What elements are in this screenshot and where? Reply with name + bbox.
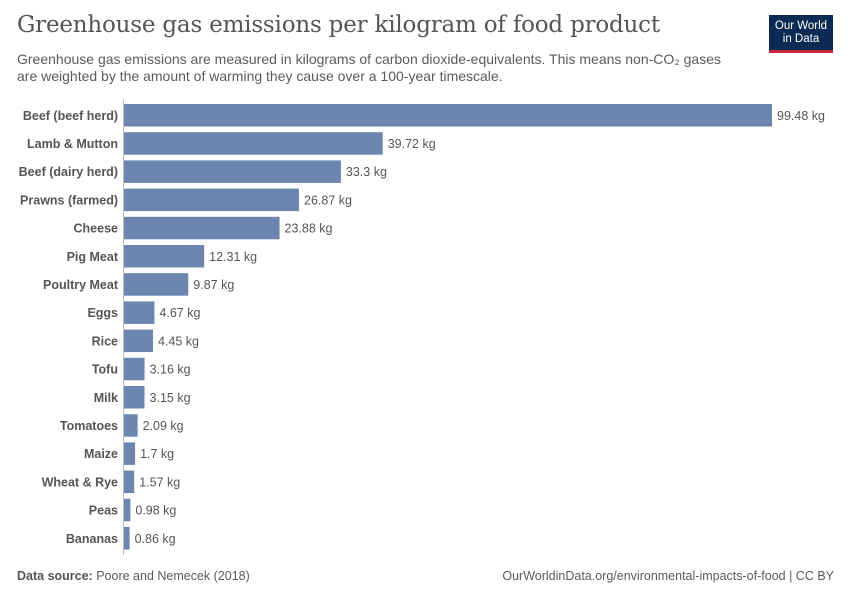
category-label: Maize [84,447,118,461]
value-label: 12.31 kg [209,250,257,264]
bar-chart: Beef (beef herd) 99.48 kg Lamb & Mutton 39.… [19,99,825,555]
value-label: 99.48 kg [777,109,825,123]
bar[interactable] [124,216,280,240]
category-label: Lamb & Mutton [27,137,118,151]
chart-title: Greenhouse gas emissions per kilogram of… [17,12,660,38]
category-label: Rice [92,334,118,348]
data-source-label: Data source: [17,569,93,583]
chart-subtitle: Greenhouse gas emissions are measured in… [17,51,721,84]
category-label: Eggs [87,306,118,320]
bar[interactable] [124,245,205,268]
bar[interactable] [124,498,131,522]
bar[interactable] [124,442,136,465]
bar[interactable] [124,414,138,437]
value-label: 39.72 kg [388,137,436,151]
bar[interactable] [124,160,341,183]
owid-logo[interactable]: Our World in Data [769,15,833,53]
footer-link[interactable]: OurWorldinData.org/environmental-impacts… [502,569,834,583]
value-label: 9.87 kg [193,278,234,292]
value-label: 33.3 kg [346,165,387,179]
logo-line-1: Our World [774,20,828,32]
value-label: 26.87 kg [304,193,352,207]
category-label: Milk [94,391,118,405]
data-source-text: Poore and Nemecek (2018) [96,569,250,583]
category-label: Pig Meat [67,250,119,264]
category-label: Cheese [74,222,119,236]
value-label: 3.16 kg [150,363,191,377]
bar[interactable] [124,188,300,212]
category-label: Peas [89,504,118,518]
logo-line-2: in Data [782,33,820,45]
bar[interactable] [124,386,145,409]
value-label: 0.86 kg [135,532,176,546]
value-label: 3.15 kg [150,391,191,405]
category-label: Tofu [92,363,118,377]
bar[interactable] [124,132,383,155]
bar[interactable] [124,329,153,353]
category-label: Wheat & Rye [42,475,118,489]
category-label: Bananas [66,532,118,546]
category-label: Prawns (farmed) [20,193,118,207]
bar[interactable] [124,104,772,127]
value-label: 4.67 kg [159,306,200,320]
category-label: Beef (beef herd) [23,109,118,123]
value-label: 0.98 kg [135,504,176,518]
category-label: Beef (dairy herd) [19,165,118,179]
value-label: 1.7 kg [140,447,174,461]
bar[interactable] [124,527,130,550]
value-label: 4.45 kg [158,334,199,348]
bar[interactable] [124,357,145,381]
value-label: 23.88 kg [285,222,333,236]
bar[interactable] [124,470,135,494]
category-label: Poultry Meat [43,278,119,292]
data-source: Data source: Poore and Nemecek (2018) [17,569,250,583]
category-label: Tomatoes [60,419,118,433]
value-label: 1.57 kg [139,475,180,489]
bar[interactable] [124,273,189,296]
bar[interactable] [124,301,155,324]
value-label: 2.09 kg [143,419,184,433]
